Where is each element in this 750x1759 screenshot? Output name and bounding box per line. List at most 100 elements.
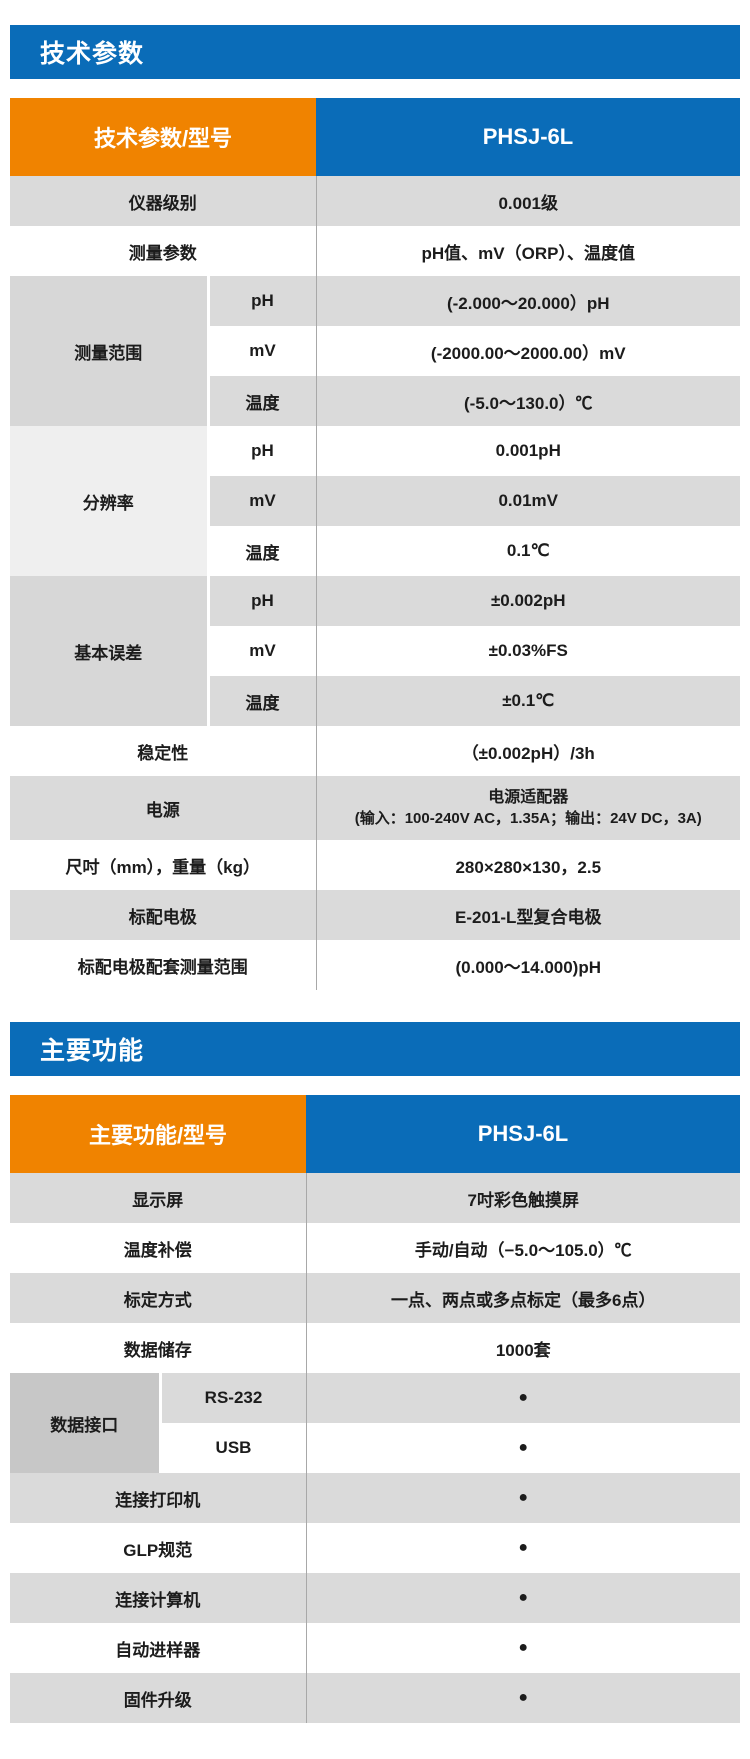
table-row: 自动进样器 ●: [10, 1623, 740, 1673]
main-functions-table: 主要功能/型号 PHSJ-6L 显示屏 7吋彩色触摸屏 温度补偿 手动/自动（−5.0…: [10, 1095, 740, 1723]
table-row: 温度补偿 手动/自动（−5.0～105.0）℃: [10, 1223, 740, 1273]
row-label: 尺吋（mm），重量（kg）: [10, 840, 316, 890]
feature-dot: ●: [305, 1423, 740, 1473]
feature-dot: ●: [305, 1473, 740, 1523]
table-row: mV 0.01mV: [10, 476, 740, 526]
row-label: 数据储存: [10, 1323, 306, 1373]
row-value: 0.001pH: [315, 426, 740, 476]
table-row: 尺吋（mm），重量（kg） 280×280×130，2.5: [10, 840, 740, 890]
section-banner-main-functions: 主要功能: [10, 1022, 740, 1076]
table-header-label: 技术参数/型号: [10, 98, 316, 176]
row-sublabel: 温度: [206, 526, 316, 576]
row-value: ±0.1℃: [315, 676, 740, 726]
section-banner-tech-params: 技术参数: [10, 25, 740, 79]
spec-page: 技术参数 技术参数/型号 PHSJ-6L 仪器级别 0.001级 测量参数 pH值、m…: [10, 25, 740, 1723]
table-row: 固件升级 ●: [10, 1673, 740, 1723]
table-row: 基本误差 pH ±0.002pH: [10, 576, 740, 726]
row-label: 标配电极配套测量范围: [10, 940, 316, 990]
table-row: 电源 电源适配器 (输入：100-240V AC，1.35A；输出：24V DC，3…: [10, 776, 740, 840]
table-row: 分辨率 pH 0.001pH: [10, 426, 740, 576]
table-row: 测量参数 pH值、mV（ORP）、温度值: [10, 226, 740, 276]
row-value: 7吋彩色触摸屏: [305, 1173, 740, 1223]
table-header-model: PHSJ-6L: [316, 98, 740, 176]
table-header-model: PHSJ-6L: [306, 1095, 740, 1173]
table-row: 温度 ±0.1℃: [10, 676, 740, 726]
row-value: 0.001级: [315, 176, 740, 226]
row-label: 仪器级别: [10, 176, 316, 226]
section-main-functions: 主要功能 主要功能/型号 PHSJ-6L 显示屏 7吋彩色触摸屏 温度补偿 手动/自动…: [10, 1022, 740, 1723]
row-sublabel: RS-232: [158, 1373, 306, 1423]
row-value: (-2000.00～2000.00）mV: [315, 326, 740, 376]
table-row: 标配电极 E-201-L型复合电极: [10, 890, 740, 940]
row-label: 稳定性: [10, 726, 316, 776]
table-row: 温度 (-5.0～130.0）℃: [10, 376, 740, 426]
row-value: 一点、两点或多点标定（最多6点）: [305, 1273, 740, 1323]
row-label: 固件升级: [10, 1673, 306, 1723]
row-sublabel: mV: [206, 326, 316, 376]
table-row: 标定方式 一点、两点或多点标定（最多6点）: [10, 1273, 740, 1323]
row-value: (-2.000～20.000）pH: [315, 276, 740, 326]
row-value: (0.000～14.000)pH: [315, 940, 740, 990]
row-label: 自动进样器: [10, 1623, 306, 1673]
table-row: GLP规范 ●: [10, 1523, 740, 1573]
table-row: 温度 0.1℃: [10, 526, 740, 576]
table-row: 仪器级别 0.001级: [10, 176, 740, 226]
table-row: 连接计算机 ●: [10, 1573, 740, 1623]
row-label: 电源: [10, 776, 316, 840]
table-row: 显示屏 7吋彩色触摸屏: [10, 1173, 740, 1223]
table-row: 稳定性 （±0.002pH）/3h: [10, 726, 740, 776]
row-sublabel: pH: [206, 276, 316, 326]
tech-params-table: 技术参数/型号 PHSJ-6L 仪器级别 0.001级 测量参数 pH值、mV（ORP…: [10, 98, 740, 990]
row-label: 测量参数: [10, 226, 316, 276]
row-sublabel: USB: [158, 1423, 306, 1473]
row-label: 标配电极: [10, 890, 316, 940]
row-label: 温度补偿: [10, 1223, 306, 1273]
table-row: 标配电极配套测量范围 (0.000～14.000)pH: [10, 940, 740, 990]
row-value-line: 电源适配器: [488, 788, 569, 806]
table-header-label: 主要功能/型号: [10, 1095, 306, 1173]
row-value: pH值、mV（ORP）、温度值: [315, 226, 740, 276]
row-sublabel: 温度: [206, 676, 316, 726]
row-value: 电源适配器 (输入：100-240V AC，1.35A；输出：24V DC，3A): [315, 776, 740, 840]
table-row: mV (-2000.00～2000.00）mV: [10, 326, 740, 376]
group-label: 数据接口: [10, 1373, 160, 1473]
table-row: 数据接口 RS-232 ●: [10, 1373, 740, 1473]
row-value: (-5.0～130.0）℃: [315, 376, 740, 426]
row-sublabel: pH: [206, 576, 316, 626]
row-value: 0.01mV: [315, 476, 740, 526]
feature-dot: ●: [305, 1673, 740, 1723]
feature-dot: ●: [305, 1573, 740, 1623]
table-row: mV ±0.03%FS: [10, 626, 740, 676]
row-sublabel: pH: [206, 426, 316, 476]
table-row: 数据储存 1000套: [10, 1323, 740, 1373]
row-value: （±0.002pH）/3h: [315, 726, 740, 776]
row-value: E-201-L型复合电极: [315, 890, 740, 940]
table-row: 测量范围 pH (-2.000～20.000）pH: [10, 276, 740, 426]
feature-dot: ●: [305, 1373, 740, 1423]
row-sublabel: mV: [206, 476, 316, 526]
table-row: USB ●: [10, 1423, 740, 1473]
row-sublabel: mV: [206, 626, 316, 676]
row-label: 标定方式: [10, 1273, 306, 1323]
row-value: 手动/自动（−5.0～105.0）℃: [305, 1223, 740, 1273]
table-header-row: 主要功能/型号 PHSJ-6L: [10, 1095, 740, 1173]
section-tech-params: 技术参数 技术参数/型号 PHSJ-6L 仪器级别 0.001级 测量参数 pH值、m…: [10, 25, 740, 990]
table-row: 连接打印机 ●: [10, 1473, 740, 1523]
group-label: 基本误差: [10, 576, 208, 726]
row-value: ±0.03%FS: [315, 626, 740, 676]
row-value: ±0.002pH: [315, 576, 740, 626]
row-value: 280×280×130，2.5: [315, 840, 740, 890]
group-label: 分辨率: [10, 426, 208, 576]
group-label: 测量范围: [10, 276, 208, 426]
row-label: 显示屏: [10, 1173, 306, 1223]
feature-dot: ●: [305, 1523, 740, 1573]
row-value-line: (输入：100-240V AC，1.35A；输出：24V DC，3A): [354, 809, 702, 827]
row-label: 连接打印机: [10, 1473, 306, 1523]
row-label: GLP规范: [10, 1523, 306, 1573]
feature-dot: ●: [305, 1623, 740, 1673]
table-header-row: 技术参数/型号 PHSJ-6L: [10, 98, 740, 176]
row-sublabel: 温度: [206, 376, 316, 426]
row-label: 连接计算机: [10, 1573, 306, 1623]
row-value: 0.1℃: [315, 526, 740, 576]
row-value: 1000套: [305, 1323, 740, 1373]
